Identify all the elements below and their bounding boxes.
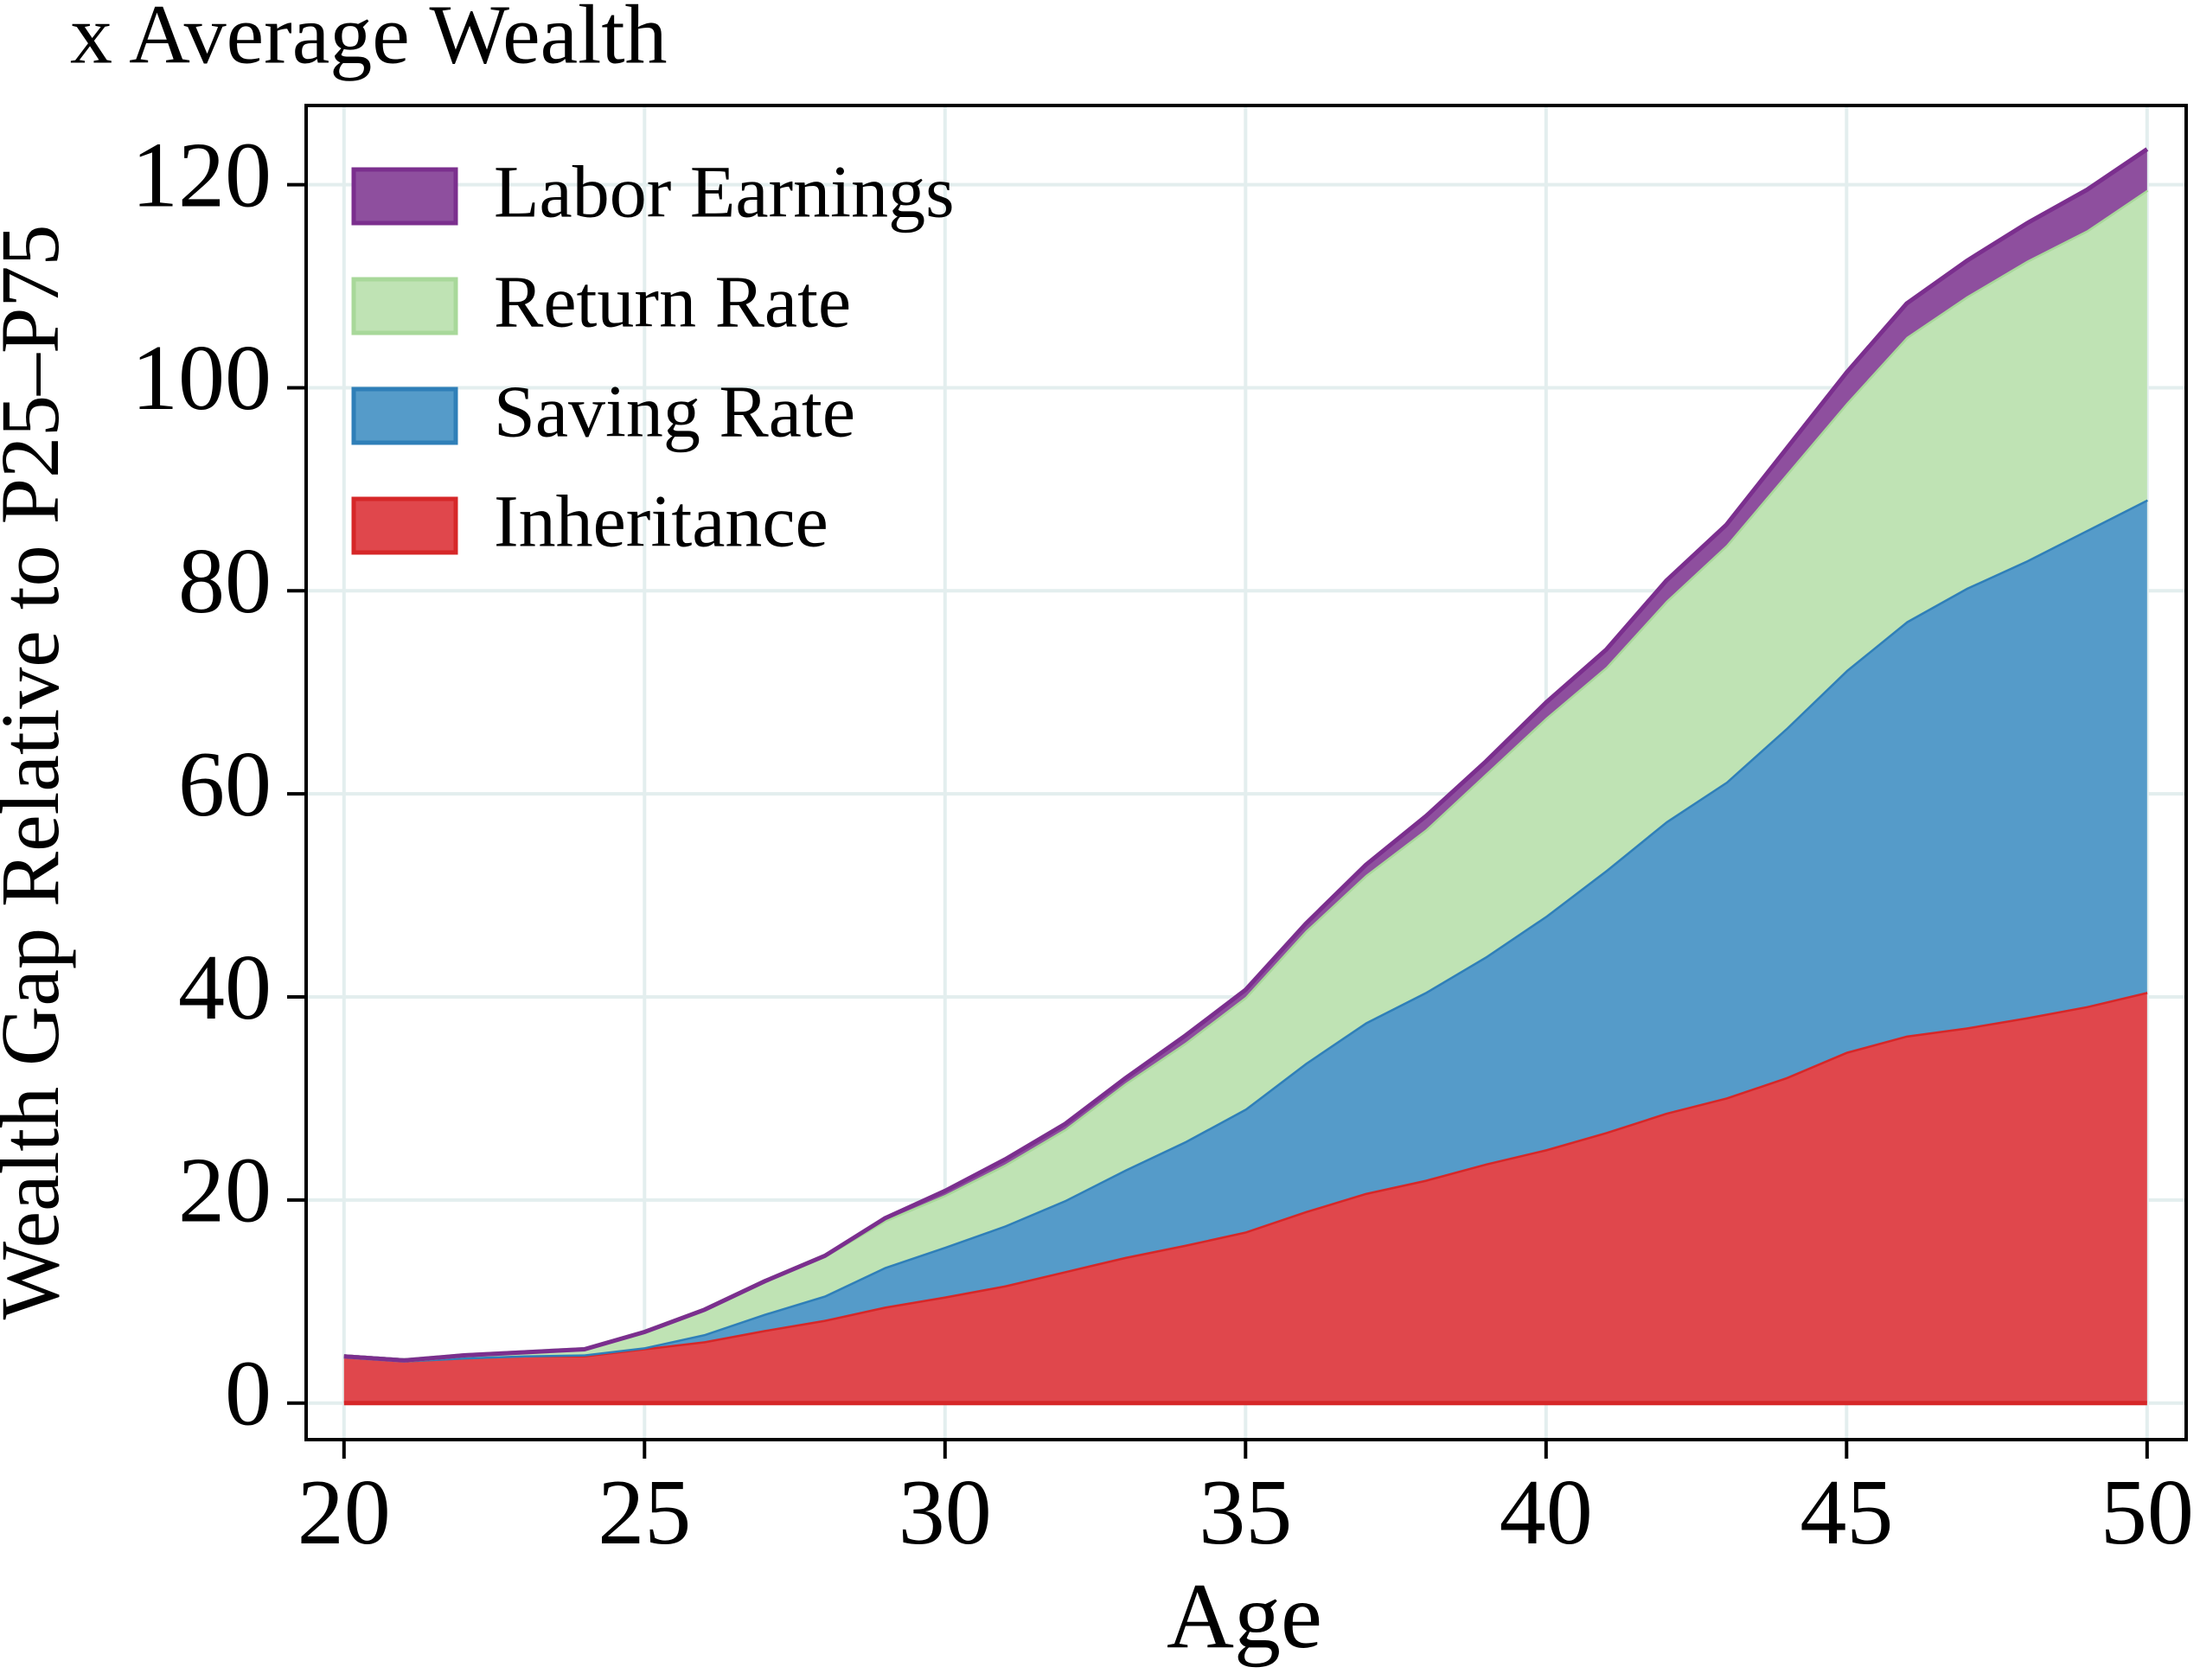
x-axis-label: Age [1167, 1565, 1322, 1668]
area-line [343, 147, 2149, 1363]
legend-swatch [351, 277, 458, 335]
chart-title: x Average Wealth [70, 0, 668, 81]
area [343, 189, 2147, 1361]
x-tick-label: 45 [1800, 1461, 1893, 1564]
area [343, 992, 2147, 1403]
y-tick-label: 40 [178, 936, 272, 1039]
legend-label: Return Rate [494, 260, 851, 343]
y-axis-label: Wealth Gap Relative to P25–P75 [0, 225, 76, 1320]
legend-swatch [351, 496, 458, 555]
x-tick-label: 25 [598, 1461, 691, 1564]
y-tick-label: 60 [178, 733, 272, 836]
legend-label: Saving Rate [494, 370, 855, 453]
area [343, 149, 2147, 1361]
legend-swatch [351, 167, 458, 226]
y-tick-label: 80 [178, 530, 272, 633]
legend-swatch [351, 386, 458, 445]
x-tick-label: 20 [297, 1461, 391, 1564]
y-tick-label: 20 [178, 1140, 272, 1242]
y-tick-label: 100 [131, 327, 272, 430]
y-tick-label: 0 [225, 1343, 272, 1446]
legend-label: Inheritance [494, 480, 828, 563]
x-tick-label: 50 [2101, 1461, 2194, 1564]
y-tick-label: 120 [131, 124, 272, 227]
x-tick-label: 30 [899, 1461, 992, 1564]
legend-label: Labor Earnings [494, 150, 955, 233]
x-tick-label: 35 [1199, 1461, 1292, 1564]
area [343, 499, 2147, 1361]
x-tick-label: 40 [1500, 1461, 1593, 1564]
